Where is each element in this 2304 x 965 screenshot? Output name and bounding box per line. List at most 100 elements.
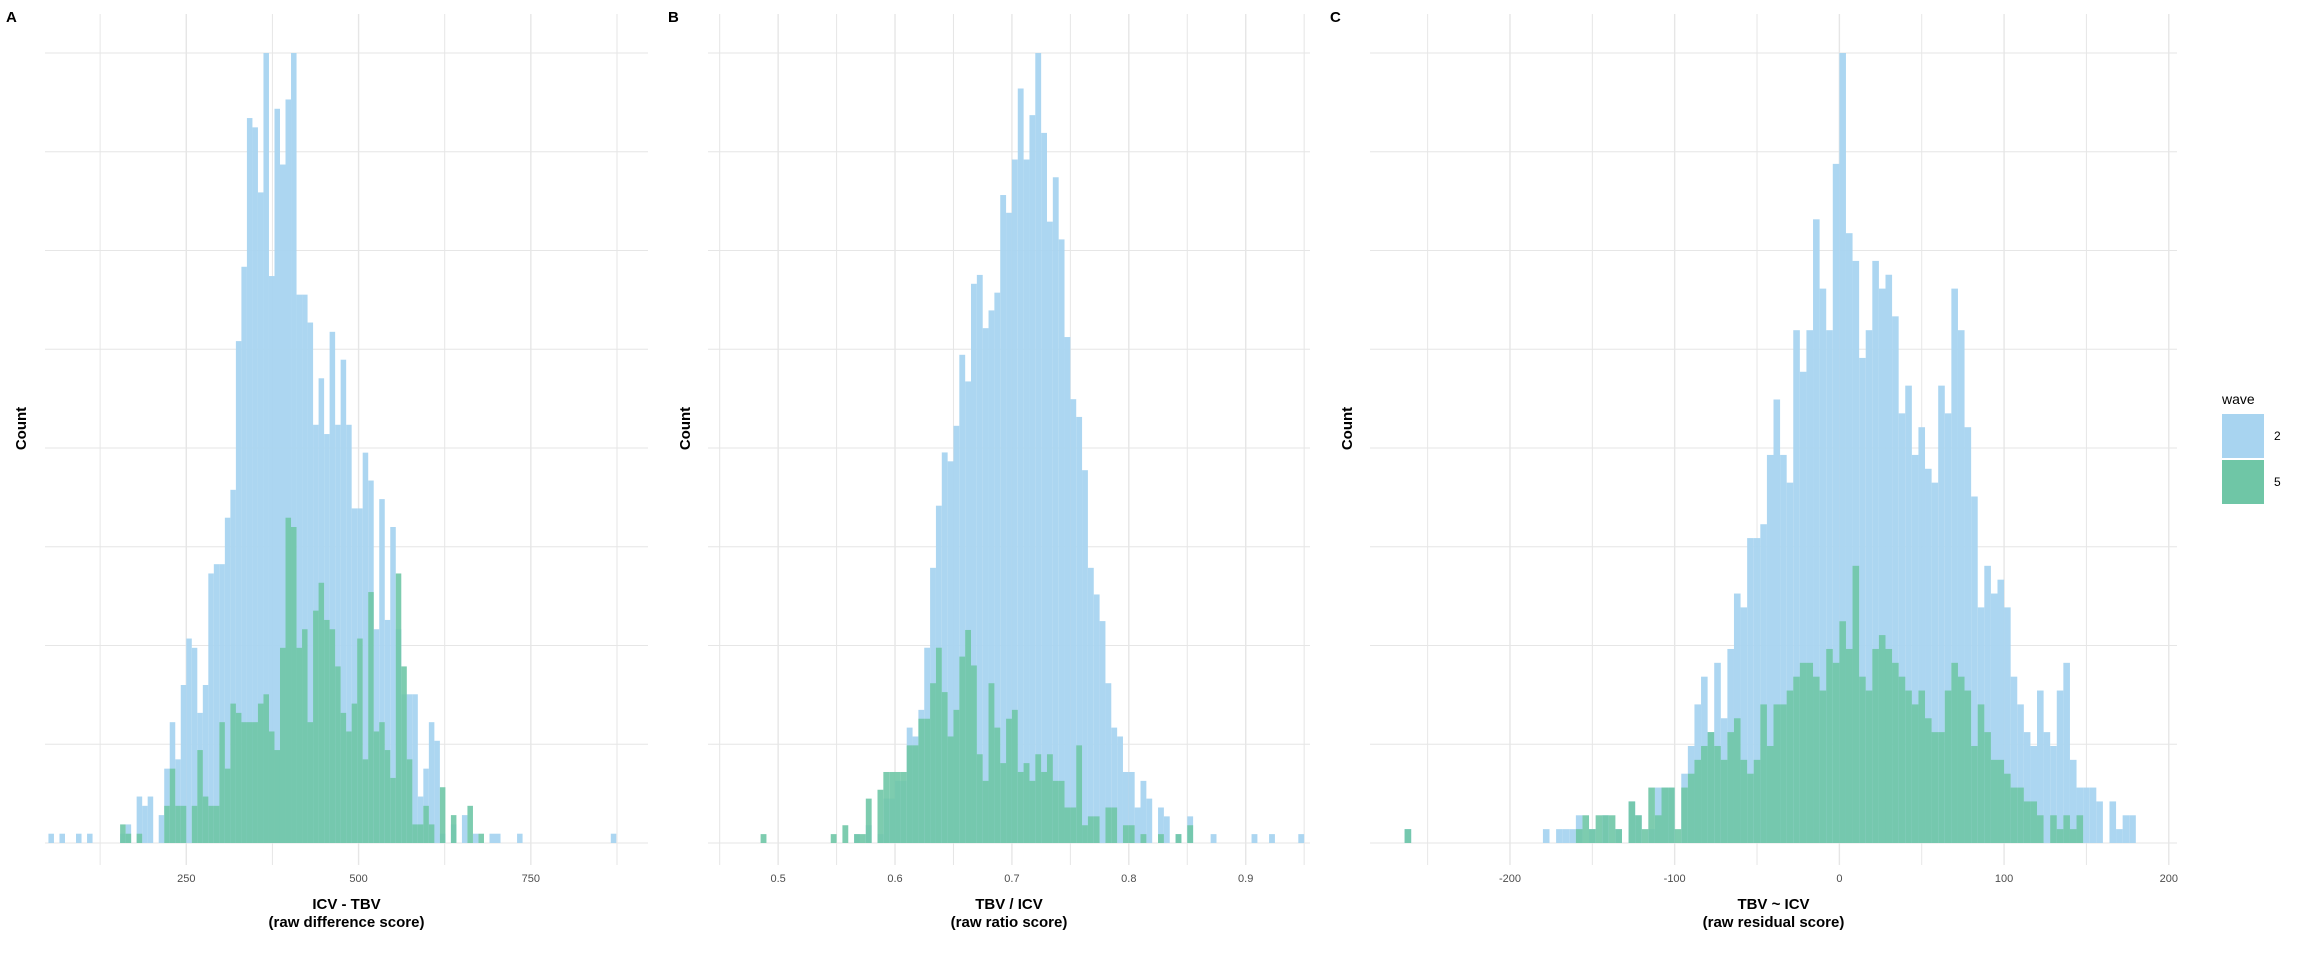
bar-wave-5 bbox=[1839, 621, 1846, 843]
x-tick-label: 750 bbox=[522, 873, 540, 885]
bar-wave-2 bbox=[1000, 195, 1007, 844]
bar-wave-2 bbox=[953, 425, 960, 843]
bar-wave-5 bbox=[379, 722, 385, 843]
bar-wave-5 bbox=[2037, 815, 2044, 843]
bar-wave-5 bbox=[2010, 787, 2018, 843]
bar-wave-2 bbox=[208, 573, 214, 843]
bar-wave-5 bbox=[906, 745, 913, 843]
bar-wave-2 bbox=[1747, 538, 1754, 843]
y-axis-title: Count bbox=[1339, 407, 1356, 450]
bar-wave-2 bbox=[1793, 330, 1800, 843]
bar-wave-5 bbox=[1865, 690, 1873, 843]
bar-wave-2 bbox=[1865, 330, 1873, 843]
bar-wave-5 bbox=[965, 629, 972, 843]
bar-wave-2 bbox=[246, 118, 253, 843]
bar-wave-5 bbox=[302, 629, 308, 843]
bar-wave-5 bbox=[930, 683, 936, 843]
bar-wave-2 bbox=[1029, 115, 1036, 844]
bar-wave-2 bbox=[517, 833, 523, 843]
bar-wave-2 bbox=[76, 833, 82, 843]
bar-wave-2 bbox=[1760, 524, 1767, 843]
bar-wave-2 bbox=[191, 647, 198, 843]
bar-wave-5 bbox=[1661, 787, 1669, 843]
bar-wave-5 bbox=[1087, 816, 1094, 843]
bar-wave-5 bbox=[307, 722, 314, 843]
bar-wave-2 bbox=[1099, 621, 1106, 843]
bar-wave-5 bbox=[401, 666, 407, 843]
bar-wave-2 bbox=[1298, 834, 1305, 843]
bar-wave-2 bbox=[268, 276, 275, 843]
bar-wave-5 bbox=[235, 712, 242, 843]
bar-wave-2 bbox=[175, 759, 181, 843]
bar-wave-5 bbox=[1582, 815, 1590, 843]
bar-wave-5 bbox=[1714, 745, 1721, 843]
bar-wave-5 bbox=[191, 805, 198, 843]
bar-wave-2 bbox=[2089, 787, 2097, 843]
bar-wave-2 bbox=[2017, 704, 2024, 843]
bar-wave-2 bbox=[959, 354, 966, 843]
bar-wave-2 bbox=[59, 833, 65, 843]
bar-wave-2 bbox=[263, 53, 269, 843]
bar-wave-5 bbox=[1187, 825, 1194, 843]
bar-wave-5 bbox=[219, 722, 225, 843]
bar-wave-2 bbox=[1011, 159, 1018, 844]
bar-wave-5 bbox=[1011, 709, 1018, 843]
bar-wave-5 bbox=[1602, 815, 1609, 843]
bar-wave-5 bbox=[947, 736, 954, 843]
bar-wave-5 bbox=[324, 619, 330, 843]
bar-wave-5 bbox=[362, 759, 369, 843]
bar-wave-2 bbox=[1569, 829, 1576, 843]
bar-wave-2 bbox=[428, 722, 435, 843]
bar-wave-5 bbox=[2063, 815, 2070, 843]
bar-wave-5 bbox=[1023, 763, 1030, 843]
bar-wave-5 bbox=[2004, 773, 2011, 843]
bar-wave-2 bbox=[1087, 567, 1094, 843]
bar-wave-2 bbox=[1269, 834, 1275, 843]
bar-wave-2 bbox=[180, 685, 187, 843]
bar-wave-2 bbox=[412, 694, 418, 843]
x-axis-subtitle: (raw ratio score) bbox=[951, 914, 1068, 931]
bar-wave-2 bbox=[2122, 815, 2130, 843]
bar-wave-5 bbox=[439, 787, 446, 843]
bar-wave-5 bbox=[2050, 815, 2057, 843]
bar-wave-5 bbox=[351, 703, 358, 843]
bar-wave-2 bbox=[2083, 787, 2090, 843]
bar-wave-5 bbox=[953, 709, 960, 843]
bar-wave-5 bbox=[2017, 787, 2024, 843]
bar-wave-2 bbox=[384, 619, 391, 843]
bar-wave-5 bbox=[1852, 565, 1860, 843]
bar-wave-2 bbox=[1076, 416, 1083, 843]
bar-wave-5 bbox=[395, 573, 402, 843]
bar-wave-2 bbox=[2129, 815, 2136, 843]
bar-wave-2 bbox=[1128, 771, 1135, 843]
bar-wave-5 bbox=[1793, 676, 1800, 843]
bar-wave-5 bbox=[859, 834, 866, 843]
bar-wave-5 bbox=[423, 805, 429, 843]
bar-wave-2 bbox=[1064, 337, 1071, 843]
bar-wave-2 bbox=[1905, 385, 1912, 843]
x-axis-subtitle: (raw residual score) bbox=[1703, 914, 1845, 931]
bar-wave-2 bbox=[1990, 593, 1998, 843]
bar-wave-2 bbox=[147, 796, 154, 843]
bar-wave-2 bbox=[472, 833, 479, 843]
bar-wave-5 bbox=[1766, 745, 1774, 843]
bar-wave-2 bbox=[1799, 371, 1807, 843]
bar-wave-2 bbox=[988, 310, 995, 843]
bar-wave-2 bbox=[1964, 427, 1972, 843]
bar-wave-5 bbox=[854, 834, 860, 843]
bar-wave-5 bbox=[1006, 718, 1012, 843]
bar-wave-5 bbox=[1595, 815, 1603, 843]
bar-wave-2 bbox=[1556, 829, 1563, 843]
bar-wave-2 bbox=[1806, 330, 1814, 843]
bar-wave-5 bbox=[1780, 704, 1787, 843]
bar-wave-2 bbox=[351, 508, 358, 843]
bar-wave-2 bbox=[296, 294, 303, 843]
x-tick-label: -100 bbox=[1664, 873, 1686, 885]
bar-wave-2 bbox=[1918, 427, 1926, 843]
bar-wave-2 bbox=[158, 815, 165, 843]
bar-wave-5 bbox=[406, 759, 413, 843]
bar-wave-5 bbox=[1747, 773, 1754, 843]
bar-wave-2 bbox=[1210, 834, 1217, 843]
bar-wave-2 bbox=[2056, 690, 2064, 843]
